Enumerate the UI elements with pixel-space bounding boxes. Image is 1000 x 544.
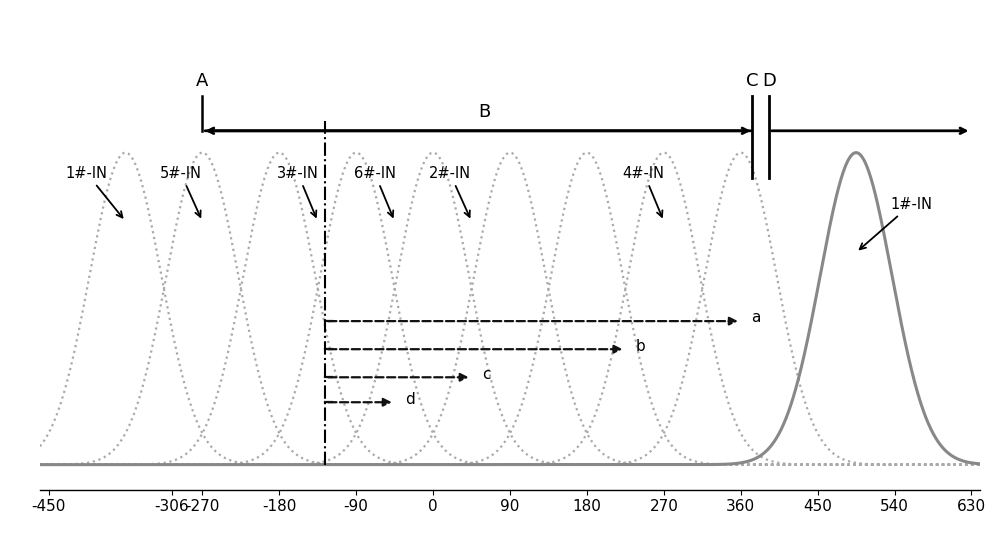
Text: a: a	[751, 311, 760, 325]
Text: c: c	[482, 367, 490, 382]
Text: 5#-IN: 5#-IN	[160, 165, 202, 217]
Text: 2#-IN: 2#-IN	[429, 165, 471, 217]
Text: 1#-IN: 1#-IN	[66, 165, 122, 218]
Text: b: b	[636, 338, 645, 354]
Text: 3#-IN: 3#-IN	[277, 165, 319, 217]
Text: C: C	[746, 72, 758, 90]
Text: A: A	[196, 72, 209, 90]
Text: 4#-IN: 4#-IN	[623, 165, 665, 217]
Text: 6#-IN: 6#-IN	[354, 165, 396, 217]
Text: 1#-IN: 1#-IN	[860, 197, 932, 249]
Text: D: D	[762, 72, 776, 90]
Text: d: d	[405, 392, 415, 406]
Text: B: B	[478, 103, 490, 121]
